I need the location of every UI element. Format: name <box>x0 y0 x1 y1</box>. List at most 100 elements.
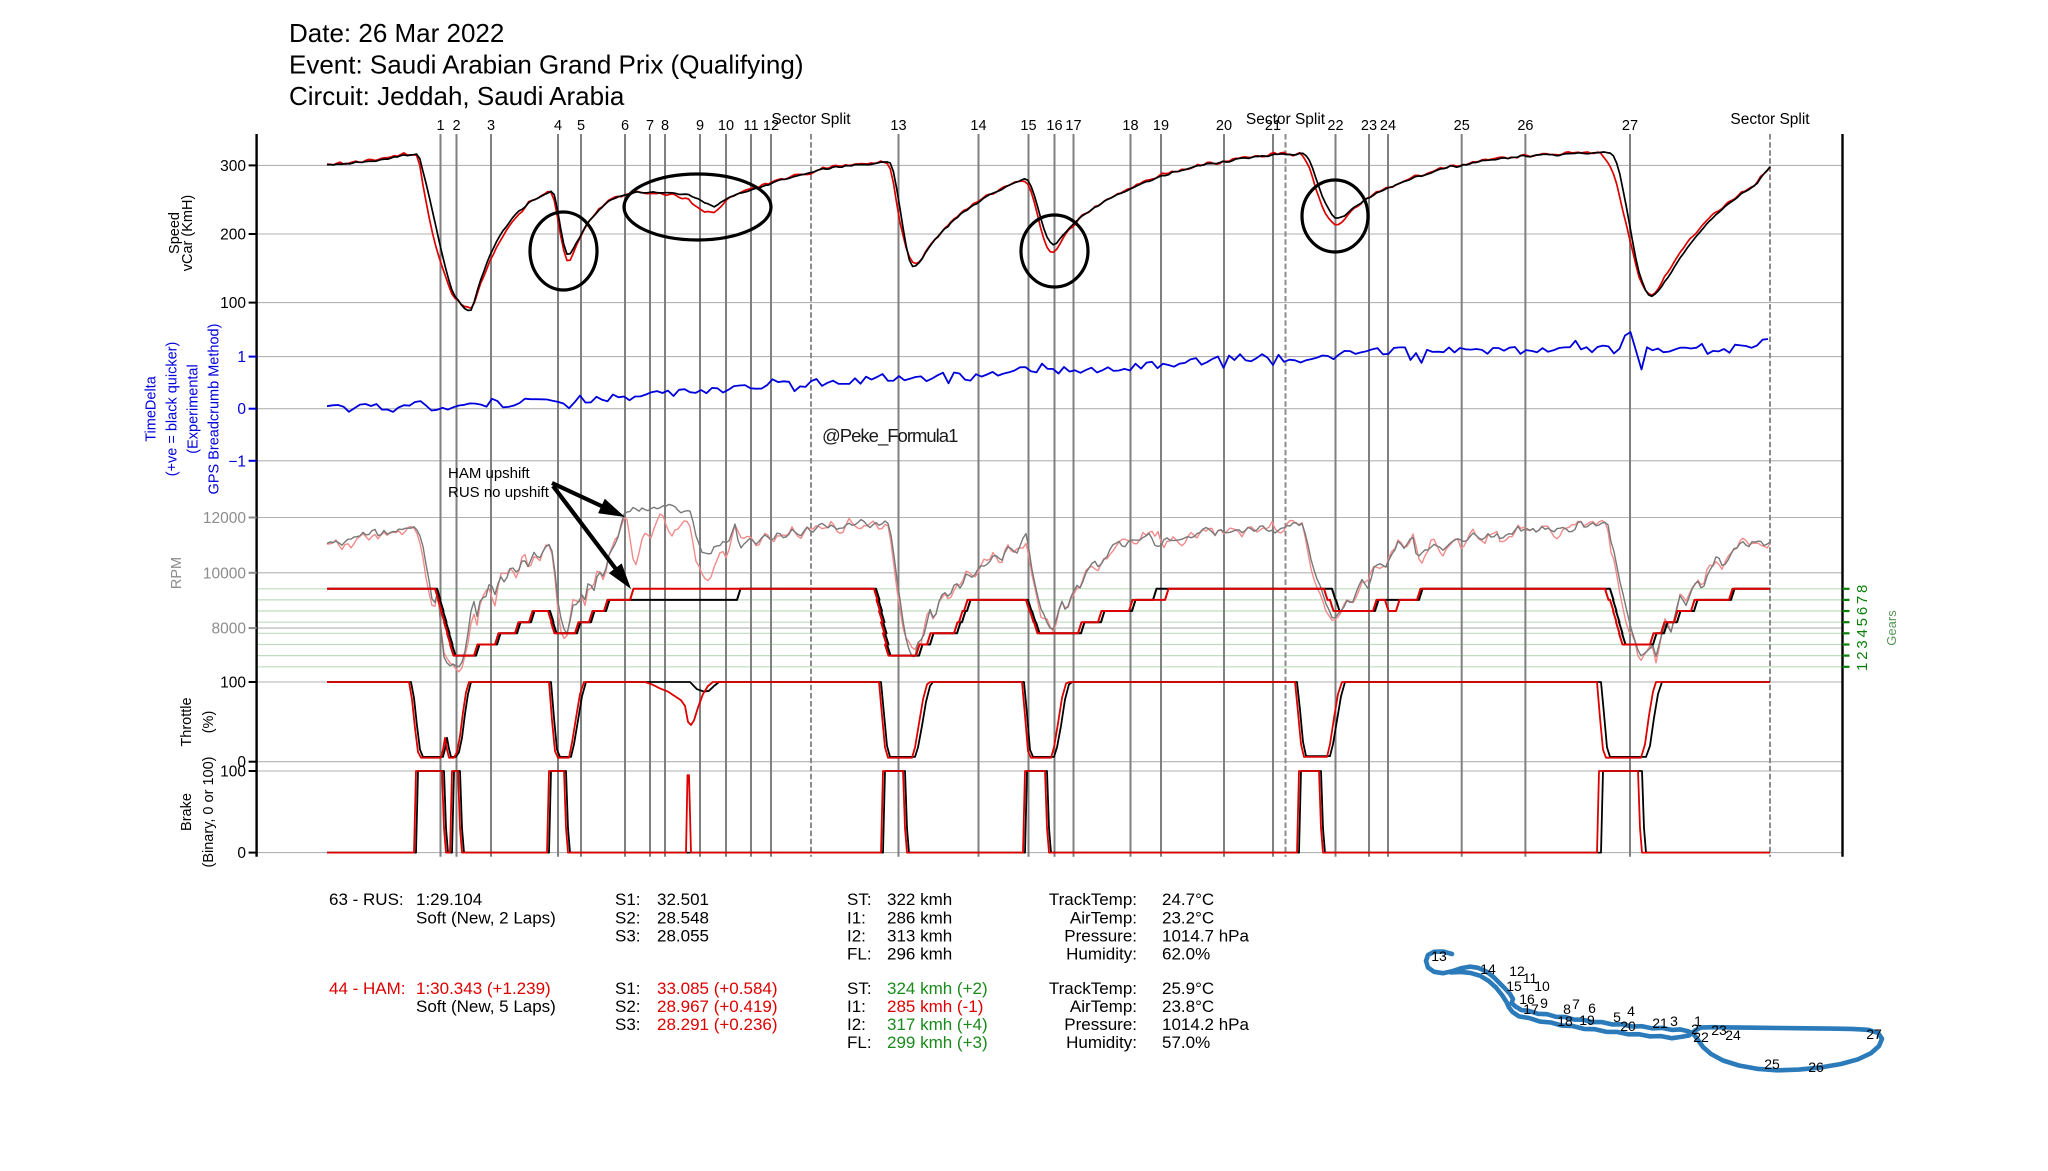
svg-text:9: 9 <box>1540 995 1548 1011</box>
svg-text:15: 15 <box>1020 118 1036 134</box>
svg-text:3: 3 <box>1670 1013 1678 1029</box>
svg-text:26: 26 <box>1517 118 1533 134</box>
svg-text:(%): (%) <box>201 711 217 734</box>
svg-text:18: 18 <box>1557 1013 1573 1029</box>
svg-text:vCar (KmH): vCar (KmH) <box>180 195 196 272</box>
svg-text:324 kmh (+2): 324 kmh (+2) <box>887 979 988 998</box>
svg-text:299 kmh (+3): 299 kmh (+3) <box>887 1033 988 1052</box>
svg-text:(+ve = black quicker): (+ve = black quicker) <box>165 342 181 477</box>
svg-text:(Experimental: (Experimental <box>186 364 202 453</box>
svg-text:28.291 (+0.236): 28.291 (+0.236) <box>657 1015 778 1034</box>
svg-text:23: 23 <box>1711 1022 1727 1038</box>
svg-text:5: 5 <box>1854 618 1871 626</box>
svg-text:S1:: S1: <box>615 979 641 998</box>
svg-text:24: 24 <box>1725 1027 1741 1043</box>
svg-text:S1:: S1: <box>615 890 641 909</box>
svg-text:10: 10 <box>718 118 734 134</box>
svg-text:0: 0 <box>237 754 246 771</box>
svg-text:4: 4 <box>1627 1003 1635 1019</box>
svg-text:26: 26 <box>1808 1059 1824 1075</box>
svg-text:I1:: I1: <box>847 997 866 1016</box>
svg-text:7: 7 <box>1572 996 1580 1012</box>
svg-text:16: 16 <box>1046 118 1062 134</box>
svg-text:63 - RUS:: 63 - RUS: <box>329 890 404 909</box>
svg-text:25: 25 <box>1764 1056 1780 1072</box>
svg-text:25.9°C: 25.9°C <box>1162 979 1214 998</box>
svg-text:62.0%: 62.0% <box>1162 945 1210 964</box>
svg-text:S2:: S2: <box>615 997 641 1016</box>
svg-text:Circuit: Jeddah, Saudi Arabia: Circuit: Jeddah, Saudi Arabia <box>289 81 625 111</box>
svg-text:5: 5 <box>1613 1009 1621 1025</box>
svg-text:285 kmh (-1): 285 kmh (-1) <box>887 997 983 1016</box>
svg-text:FL:: FL: <box>847 945 872 964</box>
svg-text:12000: 12000 <box>203 510 246 527</box>
svg-text:Soft (New, 5 Laps): Soft (New, 5 Laps) <box>416 997 556 1016</box>
svg-text:4: 4 <box>1854 629 1871 637</box>
svg-text:33.085 (+0.584): 33.085 (+0.584) <box>657 979 778 998</box>
svg-text:14: 14 <box>1480 961 1496 977</box>
svg-text:17: 17 <box>1065 118 1081 134</box>
svg-text:57.0%: 57.0% <box>1162 1033 1210 1052</box>
svg-text:19: 19 <box>1579 1012 1595 1028</box>
svg-text:S3:: S3: <box>615 927 641 946</box>
svg-text:7: 7 <box>1854 596 1871 604</box>
svg-text:9: 9 <box>696 118 704 134</box>
svg-text:2: 2 <box>1691 1021 1699 1037</box>
svg-text:Date: 26 Mar 2022: Date: 26 Mar 2022 <box>289 18 504 48</box>
svg-text:3: 3 <box>487 118 495 134</box>
svg-text:RPM: RPM <box>169 557 185 589</box>
svg-text:I2:: I2: <box>847 1015 866 1034</box>
svg-text:8: 8 <box>1854 585 1871 593</box>
svg-text:Brake: Brake <box>179 793 195 831</box>
svg-text:Humidity:: Humidity: <box>1066 1033 1137 1052</box>
svg-text:I2:: I2: <box>847 927 866 946</box>
svg-text:286 kmh: 286 kmh <box>887 909 952 928</box>
svg-text:1014.7 hPa: 1014.7 hPa <box>1162 927 1250 946</box>
svg-text:19: 19 <box>1153 118 1169 134</box>
svg-text:(Binary, 0 or 100): (Binary, 0 or 100) <box>201 757 217 868</box>
svg-text:21: 21 <box>1265 118 1281 134</box>
svg-text:21: 21 <box>1652 1015 1668 1031</box>
svg-text:13: 13 <box>890 118 906 134</box>
svg-text:5: 5 <box>577 118 585 134</box>
svg-text:6: 6 <box>1588 1000 1596 1016</box>
svg-text:Pressure:: Pressure: <box>1064 927 1137 946</box>
svg-text:0: 0 <box>237 401 246 418</box>
svg-text:ST:: ST: <box>847 890 872 909</box>
svg-text:ST:: ST: <box>847 979 872 998</box>
svg-text:Sector Split: Sector Split <box>1246 111 1326 128</box>
svg-text:300: 300 <box>220 158 246 175</box>
svg-text:FL:: FL: <box>847 1033 872 1052</box>
svg-text:317 kmh (+4): 317 kmh (+4) <box>887 1015 988 1034</box>
svg-text:3: 3 <box>1854 640 1871 648</box>
svg-text:1:30.343 (+1.239): 1:30.343 (+1.239) <box>416 979 551 998</box>
svg-text:2: 2 <box>452 118 460 134</box>
svg-text:Humidity:: Humidity: <box>1066 945 1137 964</box>
svg-text:2: 2 <box>1854 651 1871 659</box>
svg-text:27: 27 <box>1866 1026 1882 1042</box>
svg-text:8: 8 <box>661 118 669 134</box>
svg-text:GPS Breadcrumb Method): GPS Breadcrumb Method) <box>207 324 223 495</box>
svg-text:296 kmh: 296 kmh <box>887 945 952 964</box>
svg-text:Pressure:: Pressure: <box>1064 1015 1137 1034</box>
svg-text:0: 0 <box>237 845 246 862</box>
svg-text:28.055: 28.055 <box>657 927 709 946</box>
svg-text:1: 1 <box>1854 663 1871 671</box>
svg-text:1: 1 <box>237 349 246 366</box>
svg-text:100: 100 <box>220 295 246 312</box>
svg-text:I1:: I1: <box>847 909 866 928</box>
svg-text:11: 11 <box>1523 970 1538 986</box>
svg-text:TrackTemp:: TrackTemp: <box>1049 890 1137 909</box>
svg-text:322 kmh: 322 kmh <box>887 890 952 909</box>
svg-text:AirTemp:: AirTemp: <box>1070 997 1137 1016</box>
svg-text:4: 4 <box>554 118 562 134</box>
svg-text:6: 6 <box>621 118 629 134</box>
svg-text:6: 6 <box>1854 607 1871 615</box>
svg-text:11: 11 <box>743 118 758 134</box>
svg-text:28.967 (+0.419): 28.967 (+0.419) <box>657 997 778 1016</box>
svg-text:10000: 10000 <box>203 565 246 582</box>
svg-text:24.7°C: 24.7°C <box>1162 890 1214 909</box>
svg-text:23.8°C: 23.8°C <box>1162 997 1214 1016</box>
svg-text:Soft (New, 2 Laps): Soft (New, 2 Laps) <box>416 909 556 928</box>
svg-text:12: 12 <box>763 118 779 134</box>
